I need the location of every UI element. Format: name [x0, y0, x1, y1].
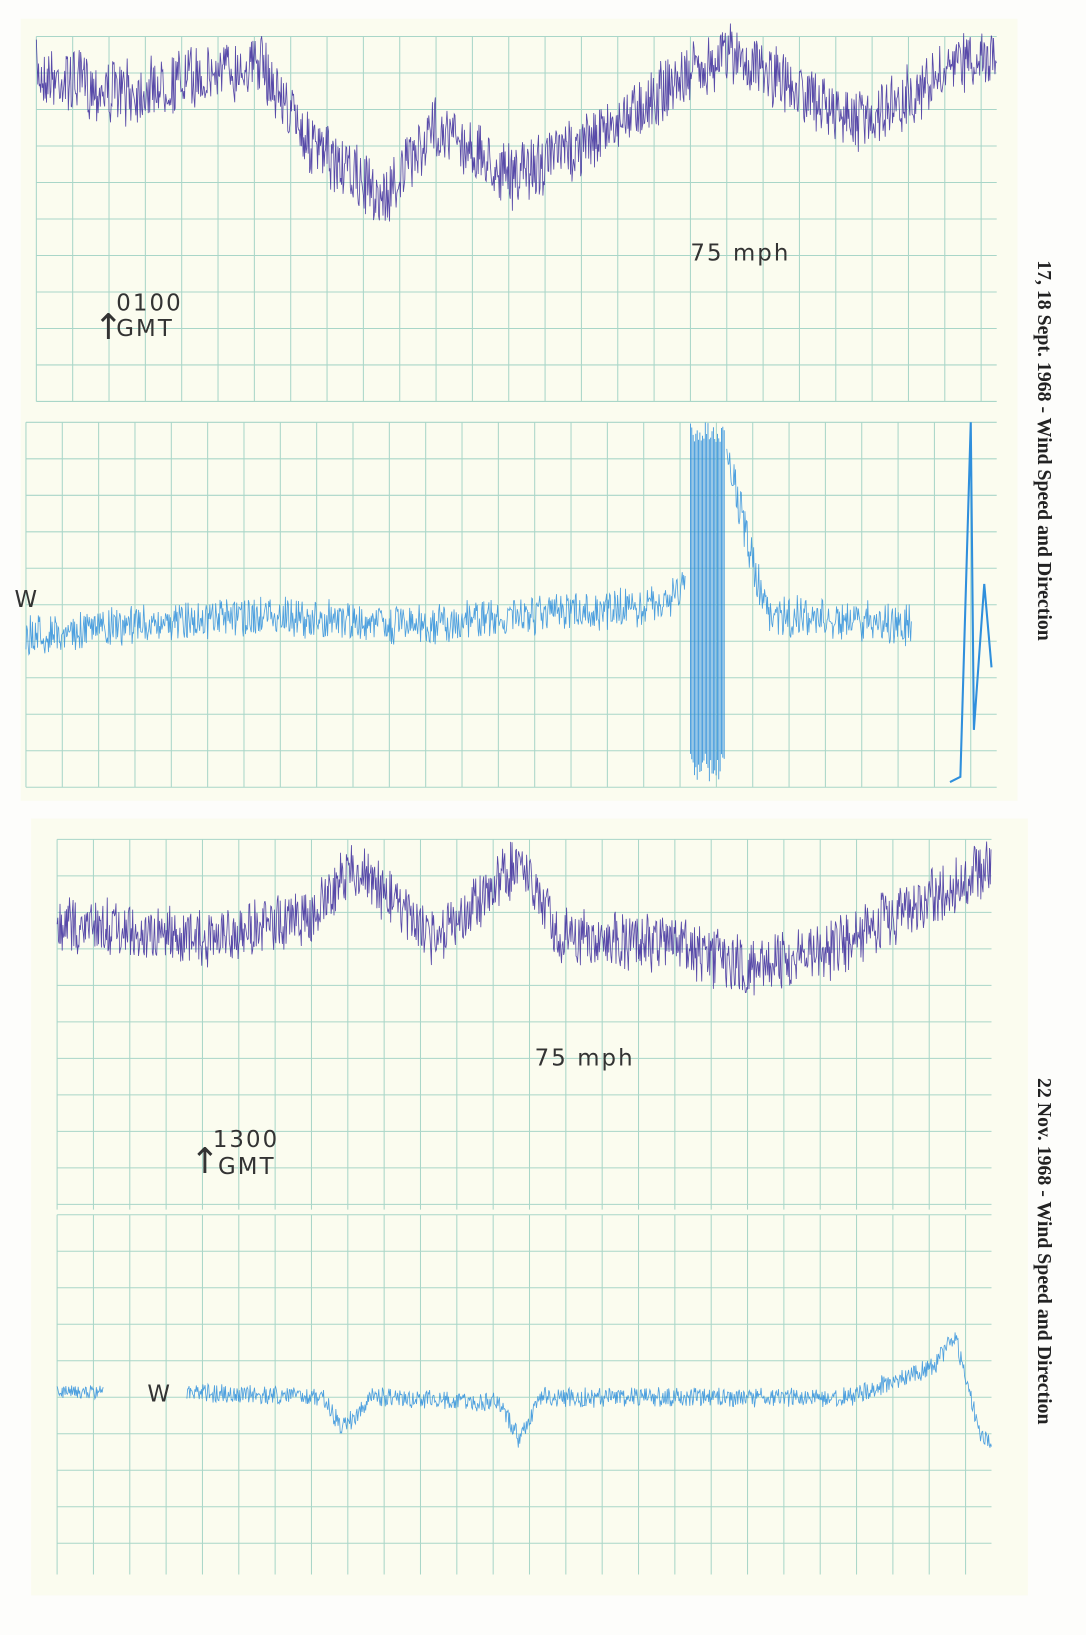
- speed-label: 75 mph: [535, 1046, 635, 1072]
- time-label: 1300: [213, 1127, 279, 1153]
- arrow: ↑: [190, 1141, 220, 1182]
- direction-label: W: [15, 587, 40, 613]
- time-label: GMT: [218, 1154, 276, 1180]
- speed-label: 75 mph: [690, 241, 790, 267]
- caption: 22 Nov. 1968 - Wind Speed and Direction: [1033, 1078, 1055, 1424]
- direction-label: W: [147, 1381, 172, 1407]
- arrow: ↑: [93, 307, 123, 348]
- time-label: 0100: [116, 291, 182, 317]
- sheet: [21, 19, 1018, 801]
- scan: 17, 18 Sept. 1968 - Wind Speed and Direc…: [0, 0, 1086, 1635]
- caption: 17, 18 Sept. 1968 - Wind Speed and Direc…: [1033, 260, 1055, 641]
- time-label: GMT: [116, 316, 174, 342]
